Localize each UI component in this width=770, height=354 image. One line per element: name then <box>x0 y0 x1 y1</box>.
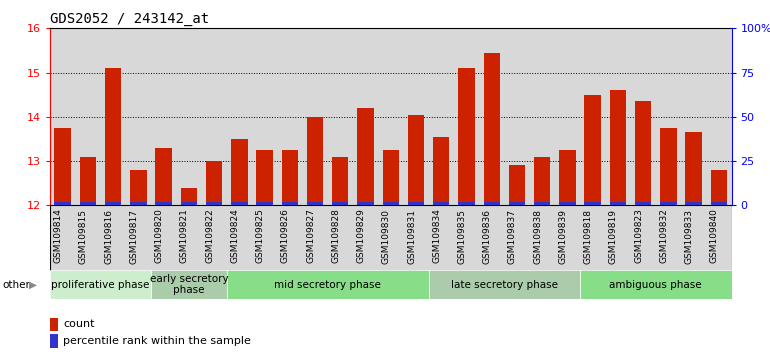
Bar <box>80 157 96 205</box>
Bar <box>559 202 576 205</box>
Text: GSM109828: GSM109828 <box>331 209 340 263</box>
Bar <box>635 101 651 205</box>
Bar <box>105 68 122 205</box>
Text: GSM109840: GSM109840 <box>710 209 719 263</box>
Bar <box>156 148 172 205</box>
Text: GSM109837: GSM109837 <box>508 209 517 264</box>
Bar <box>433 202 450 205</box>
Text: GSM109839: GSM109839 <box>558 209 567 264</box>
Text: GSM109814: GSM109814 <box>54 209 62 263</box>
Bar <box>610 90 626 205</box>
Bar <box>660 202 677 205</box>
Text: early secretory
phase: early secretory phase <box>149 274 228 296</box>
Text: GSM109829: GSM109829 <box>357 209 366 263</box>
Bar <box>307 117 323 205</box>
Bar <box>50 318 59 331</box>
Bar <box>130 170 146 205</box>
Bar <box>55 128 71 205</box>
Text: GSM109815: GSM109815 <box>79 209 88 264</box>
Bar <box>534 157 551 205</box>
Bar <box>357 202 373 205</box>
Text: GSM109832: GSM109832 <box>659 209 668 263</box>
Bar <box>226 270 429 299</box>
Bar <box>282 150 298 205</box>
Bar <box>181 202 197 205</box>
Bar <box>429 270 580 299</box>
Text: GDS2052 / 243142_at: GDS2052 / 243142_at <box>50 12 209 27</box>
Bar <box>206 202 223 205</box>
Bar <box>458 202 474 205</box>
Bar <box>610 202 626 205</box>
Text: late secretory phase: late secretory phase <box>451 280 557 290</box>
Bar <box>559 150 576 205</box>
Bar <box>660 128 677 205</box>
Bar <box>584 202 601 205</box>
Text: GSM109827: GSM109827 <box>306 209 315 263</box>
Bar <box>50 270 151 299</box>
Bar <box>408 202 424 205</box>
Bar <box>55 202 71 205</box>
Text: GSM109818: GSM109818 <box>584 209 593 264</box>
Text: GSM109836: GSM109836 <box>483 209 492 264</box>
Bar <box>484 53 500 205</box>
Text: GSM109822: GSM109822 <box>205 209 214 263</box>
Text: GSM109826: GSM109826 <box>281 209 290 263</box>
Text: ambiguous phase: ambiguous phase <box>610 280 702 290</box>
Text: GSM109830: GSM109830 <box>382 209 390 264</box>
Bar <box>105 202 122 205</box>
Bar <box>307 202 323 205</box>
Bar <box>282 202 298 205</box>
Text: GSM109819: GSM109819 <box>609 209 618 264</box>
Text: mid secretory phase: mid secretory phase <box>274 280 381 290</box>
Bar <box>433 137 450 205</box>
Text: proliferative phase: proliferative phase <box>52 280 149 290</box>
Text: GSM109820: GSM109820 <box>155 209 163 263</box>
Text: GSM109835: GSM109835 <box>457 209 467 264</box>
Bar <box>332 157 349 205</box>
Bar <box>711 170 727 205</box>
Bar <box>534 202 551 205</box>
Bar <box>635 202 651 205</box>
Bar <box>231 202 247 205</box>
Text: GSM109834: GSM109834 <box>432 209 441 263</box>
Bar <box>408 115 424 205</box>
Bar <box>357 108 373 205</box>
Bar <box>685 202 701 205</box>
Bar <box>206 161 223 205</box>
Bar <box>584 95 601 205</box>
Bar <box>711 202 727 205</box>
Text: GSM109833: GSM109833 <box>685 209 694 264</box>
Text: GSM109838: GSM109838 <box>533 209 542 264</box>
Bar <box>151 270 226 299</box>
Bar <box>332 202 349 205</box>
Bar <box>256 150 273 205</box>
Bar <box>383 150 399 205</box>
Text: count: count <box>63 319 95 329</box>
Text: GSM109816: GSM109816 <box>104 209 113 264</box>
Bar <box>484 202 500 205</box>
Text: ▶: ▶ <box>29 280 37 290</box>
Bar <box>130 202 146 205</box>
Bar <box>231 139 247 205</box>
Text: GSM109825: GSM109825 <box>256 209 265 263</box>
Text: GSM109821: GSM109821 <box>180 209 189 263</box>
Text: percentile rank within the sample: percentile rank within the sample <box>63 336 251 346</box>
Bar <box>580 270 731 299</box>
Bar <box>181 188 197 205</box>
Text: GSM109824: GSM109824 <box>230 209 239 263</box>
Text: GSM109823: GSM109823 <box>634 209 643 263</box>
Bar <box>156 202 172 205</box>
Text: GSM109817: GSM109817 <box>129 209 139 264</box>
Text: other: other <box>2 280 30 290</box>
Bar <box>685 132 701 205</box>
Text: GSM109831: GSM109831 <box>407 209 416 264</box>
Bar <box>458 68 474 205</box>
Bar <box>383 202 399 205</box>
Bar <box>256 202 273 205</box>
Bar <box>509 202 525 205</box>
Bar <box>80 202 96 205</box>
Bar <box>509 166 525 205</box>
Bar <box>50 334 59 348</box>
